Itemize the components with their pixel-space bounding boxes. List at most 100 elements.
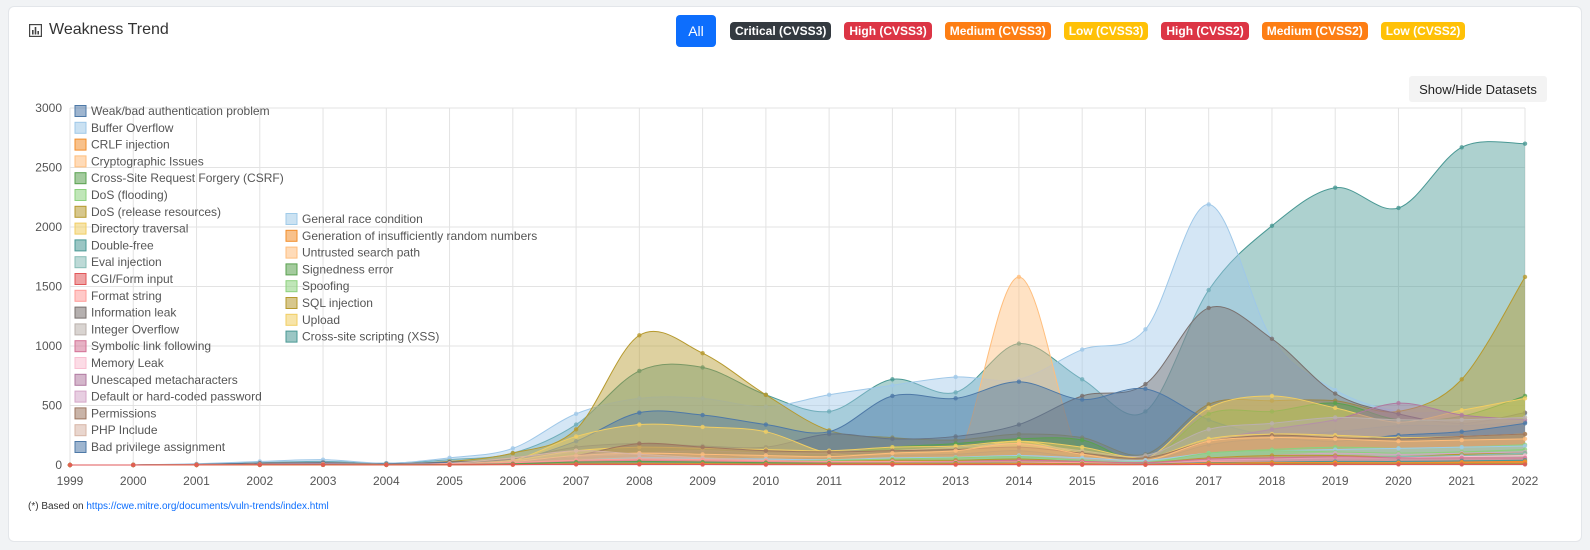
data-point: [1522, 396, 1528, 401]
data-point: [1079, 444, 1085, 450]
legend-swatch: [285, 330, 298, 343]
x-tick-label: 2002: [246, 474, 273, 488]
y-tick-label: 2000: [35, 220, 62, 234]
filter-medium-cvss2[interactable]: Medium (CVSS2): [1261, 22, 1368, 40]
legend-label: Cryptographic Issues: [91, 154, 204, 168]
data-point: [1206, 439, 1211, 444]
data-point: [320, 462, 326, 467]
data-point: [763, 448, 769, 453]
x-tick-label: 2007: [563, 474, 590, 488]
legend-swatch: [285, 280, 298, 293]
data-point: [1016, 431, 1022, 437]
data-point: [1079, 393, 1085, 399]
data-point: [700, 462, 705, 467]
data-point: [384, 462, 389, 468]
x-tick-label: 2010: [753, 474, 780, 488]
data-point: [637, 444, 642, 450]
footer-prefix: (*) Based on: [28, 501, 87, 512]
data-point: [637, 396, 642, 401]
data-point: [1206, 405, 1211, 411]
data-point: [890, 462, 895, 467]
data-point: [1016, 379, 1022, 384]
legend-swatch: [285, 297, 298, 309]
legend-swatch: [74, 357, 87, 369]
filter-critical-cvss3[interactable]: Critical (CVSS3): [730, 22, 832, 40]
x-tick-label: 1999: [57, 474, 84, 488]
x-tick-label: 2020: [1385, 474, 1412, 488]
series-area: [70, 403, 1525, 465]
legend-label: Default or hard-coded password: [91, 390, 262, 404]
legend-swatch: [74, 323, 87, 336]
data-point: [1269, 427, 1275, 432]
data-point: [1459, 444, 1464, 450]
bar-chart-icon: [29, 23, 42, 37]
x-tick-label: 2001: [183, 474, 210, 488]
data-point: [1522, 421, 1528, 426]
data-point: [1269, 393, 1275, 399]
data-point: [1459, 145, 1464, 150]
data-point: [573, 427, 579, 432]
legend-label: SQL injection: [302, 296, 373, 310]
legend-swatch: [285, 313, 298, 326]
data-point: [637, 452, 642, 457]
data-point: [953, 443, 958, 449]
data-point: [194, 462, 199, 468]
legend-label: Cross-Site Request Forgery (CSRF): [91, 171, 284, 185]
legend-swatch: [74, 239, 87, 252]
legend-swatch: [285, 213, 298, 225]
data-point: [953, 448, 958, 453]
data-point: [953, 437, 958, 443]
data-point: [1206, 202, 1211, 207]
data-point: [700, 412, 705, 418]
severity-filter-group: All Critical (CVSS3) High (CVSS3) Medium…: [676, 15, 1478, 47]
legend-label: Integer Overflow: [91, 322, 179, 336]
data-point: [1079, 462, 1085, 467]
series-area: [70, 381, 1525, 465]
x-tick-label: 2005: [436, 474, 463, 488]
source-link[interactable]: https://cwe.mitre.org/documents/vuln-tre…: [86, 501, 329, 512]
legend-swatch: [74, 138, 87, 151]
data-point: [67, 462, 73, 468]
legend-label: Eval injection: [91, 255, 162, 269]
data-point: [1143, 462, 1148, 467]
data-point: [890, 383, 895, 388]
data-point: [763, 392, 769, 397]
legend-swatch: [74, 222, 87, 235]
x-tick-label: 2015: [1069, 474, 1096, 488]
filter-all-button[interactable]: All: [676, 15, 716, 47]
data-point: [1459, 408, 1464, 413]
legend-swatch: [74, 205, 87, 218]
x-tick-label: 2022: [1512, 474, 1539, 488]
data-point: [573, 462, 579, 467]
data-point: [1206, 427, 1211, 432]
data-point: [1396, 462, 1401, 467]
data-point: [826, 392, 832, 397]
filter-low-cvss2[interactable]: Low (CVSS2): [1380, 22, 1466, 40]
filter-high-cvss3[interactable]: High (CVSS3): [844, 22, 932, 40]
data-point: [1396, 439, 1401, 444]
data-point: [953, 434, 958, 439]
x-tick-label: 2019: [1322, 474, 1349, 488]
data-point: [447, 462, 452, 467]
data-point: [1016, 441, 1022, 446]
data-point: [573, 434, 579, 439]
legend-label: Symbolic link following: [91, 339, 211, 353]
filter-medium-cvss3[interactable]: Medium (CVSS3): [944, 22, 1051, 40]
data-point: [1016, 444, 1022, 450]
data-point: [1143, 409, 1148, 414]
data-point: [1522, 462, 1528, 467]
legend-label: Signedness error: [302, 262, 393, 276]
x-tick-label: 2008: [626, 474, 653, 488]
data-point: [763, 453, 769, 458]
data-point: [1269, 223, 1275, 229]
series-area: [70, 423, 1525, 465]
filter-high-cvss2[interactable]: High (CVSS2): [1161, 22, 1249, 40]
show-hide-datasets-button[interactable]: Show/Hide Datasets: [1409, 76, 1547, 102]
data-point: [1333, 415, 1338, 420]
x-tick-label: 2006: [499, 474, 526, 488]
legend-swatch: [74, 289, 87, 302]
data-point: [1143, 327, 1148, 332]
filter-low-cvss3[interactable]: Low (CVSS3): [1063, 22, 1149, 40]
series-area: [70, 306, 1525, 465]
